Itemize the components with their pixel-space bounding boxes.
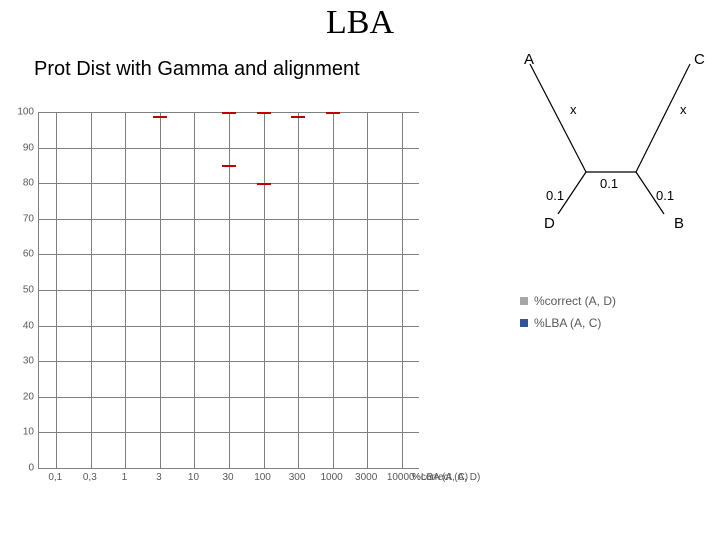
y-tick-label: 70 [10, 213, 34, 224]
data-marker [257, 112, 271, 114]
data-marker [257, 183, 271, 185]
tree-edge-internal: 0.1 [600, 176, 618, 191]
x-tick-label: 10 [188, 472, 199, 483]
gridline-vertical [194, 112, 195, 468]
tree-node-B: B [674, 215, 684, 232]
tree-edge-D: 0.1 [546, 188, 564, 203]
y-tick-label: 30 [10, 356, 34, 367]
x-tick-label: 300 [289, 472, 306, 483]
x-tick-label: 0,1 [48, 472, 62, 483]
gridline-vertical [298, 112, 299, 468]
x-tick-label: 3 [156, 472, 162, 483]
y-tick-label: 80 [10, 178, 34, 189]
y-tick-label: 90 [10, 142, 34, 153]
gridline-vertical [56, 112, 57, 468]
page-root: LBA Prot Dist with Gamma and alignment A… [0, 0, 720, 540]
gridline-vertical [125, 112, 126, 468]
page-subtitle: Prot Dist with Gamma and alignment [34, 58, 360, 81]
gridline-vertical [402, 112, 403, 468]
legend-item: %correct (A, D) [520, 290, 616, 312]
gridline-vertical [91, 112, 92, 468]
x-tick-label: 100 [254, 472, 271, 483]
legend-swatch [520, 319, 528, 327]
tree-node-C: C [694, 52, 705, 68]
x-tick-label: 30 [222, 472, 233, 483]
legend-swatch [520, 297, 528, 305]
y-tick-label: 40 [10, 320, 34, 331]
legend: %correct (A, D) %LBA (A, C) [520, 290, 616, 334]
tree-diagram: A C D B x x 0.1 0.1 0.1 [504, 52, 710, 232]
data-marker [153, 116, 167, 118]
tree-edge-B: 0.1 [656, 188, 674, 203]
x-tick-label: 1 [122, 472, 128, 483]
axis-overlap-label: %correct (A, D) [412, 472, 480, 483]
data-marker [326, 112, 340, 114]
tree-edge-A: x [570, 102, 577, 117]
x-tick-label: 0,3 [83, 472, 97, 483]
chart: 0102030405060708090100 0,10,313103010030… [10, 112, 440, 492]
data-marker [291, 116, 305, 118]
x-tick-label: 3000 [355, 472, 377, 483]
gridline-vertical [367, 112, 368, 468]
y-tick-label: 50 [10, 285, 34, 296]
gridline-vertical [160, 112, 161, 468]
y-tick-label: 0 [10, 463, 34, 474]
tree-node-D: D [544, 215, 555, 232]
legend-item: %LBA (A, C) [520, 312, 616, 334]
page-title: LBA [0, 4, 720, 42]
y-tick-label: 100 [10, 107, 34, 118]
tree-edge-C: x [680, 102, 687, 117]
plot-area [38, 112, 419, 469]
x-tick-label: 1000 [321, 472, 343, 483]
gridline-vertical [333, 112, 334, 468]
y-tick-label: 20 [10, 391, 34, 402]
y-tick-label: 10 [10, 427, 34, 438]
legend-label: %LBA (A, C) [534, 312, 601, 334]
legend-label: %correct (A, D) [534, 290, 616, 312]
data-marker [222, 165, 236, 167]
y-tick-label: 60 [10, 249, 34, 260]
data-marker [222, 112, 236, 114]
gridline-horizontal [39, 468, 419, 469]
x-tick-label: 10000 [387, 472, 415, 483]
tree-node-A: A [524, 52, 534, 68]
gridline-vertical [264, 112, 265, 468]
